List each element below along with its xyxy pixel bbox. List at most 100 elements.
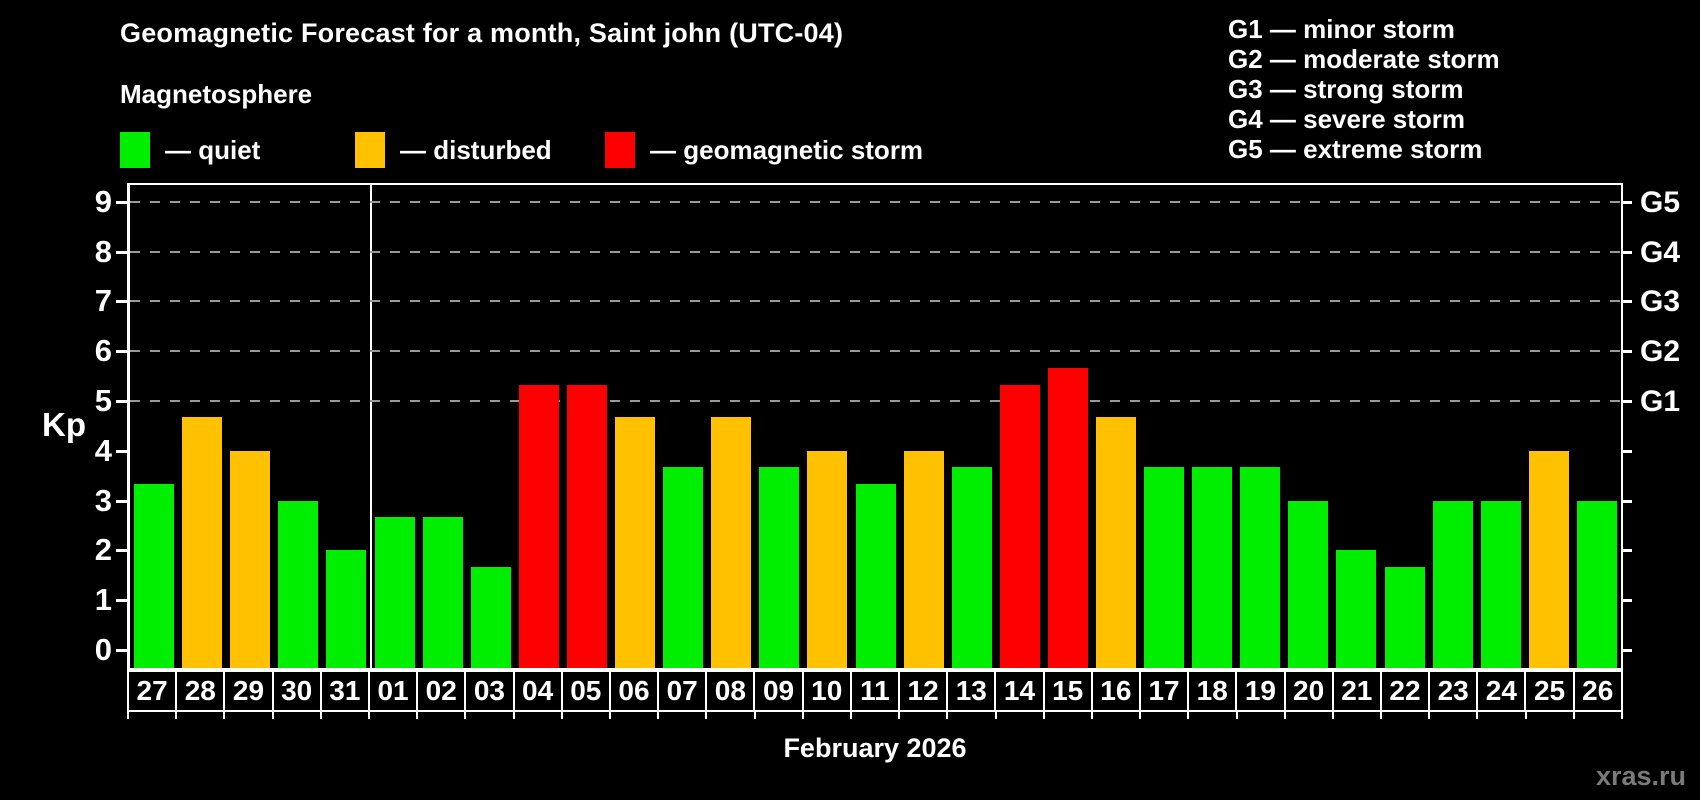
gridline-kp9 bbox=[130, 200, 1621, 203]
day-label: 31 bbox=[319, 670, 370, 712]
day-label: 16 bbox=[1090, 670, 1141, 712]
bar-day-06 bbox=[615, 417, 656, 668]
x-axis-tick bbox=[464, 711, 467, 719]
bar-day-17 bbox=[1144, 467, 1185, 668]
x-axis-tick bbox=[223, 711, 226, 719]
right-axis-tick bbox=[1621, 250, 1632, 254]
x-axis-tick bbox=[1380, 711, 1382, 719]
y-axis-tick-label: 5 bbox=[94, 383, 112, 418]
right-axis-tick bbox=[1621, 499, 1632, 503]
day-label: 29 bbox=[223, 670, 274, 712]
day-label: 28 bbox=[175, 670, 226, 712]
x-axis-tick bbox=[512, 711, 515, 719]
day-label: 12 bbox=[898, 670, 949, 712]
legend-label-storm: — geomagnetic storm bbox=[650, 134, 924, 165]
bar-day-03 bbox=[470, 566, 511, 668]
bar-day-05 bbox=[566, 384, 607, 668]
x-axis-tick bbox=[849, 711, 852, 719]
gridline-kp5 bbox=[130, 400, 1621, 402]
y-axis-tick bbox=[116, 400, 127, 403]
day-label: 01 bbox=[367, 670, 419, 712]
day-label: 26 bbox=[1572, 670, 1623, 712]
day-label: 22 bbox=[1379, 670, 1431, 712]
legend-item-disturbed: — disturbed bbox=[355, 130, 552, 170]
day-label: 23 bbox=[1428, 670, 1479, 712]
bar-day-10 bbox=[807, 450, 848, 668]
day-label: 14 bbox=[994, 670, 1045, 712]
x-axis-tick bbox=[1235, 711, 1238, 719]
day-label: 07 bbox=[657, 670, 708, 712]
bar-day-26 bbox=[1576, 500, 1617, 668]
x-axis-tick bbox=[1476, 711, 1479, 719]
x-axis-day-labels: 27 28 29 30 31 01 02 03 04 05 06 07 08 09 10 11 12 13 14 15… bbox=[127, 670, 1623, 712]
x-axis-tick bbox=[368, 711, 370, 719]
y-axis-tick-label: 4 bbox=[94, 432, 112, 468]
bar-day-14 bbox=[999, 384, 1040, 668]
day-label: 09 bbox=[753, 670, 804, 712]
bar-day-30 bbox=[278, 500, 319, 668]
y-axis-tick bbox=[116, 200, 127, 204]
plot-area bbox=[127, 183, 1623, 670]
x-axis-tick bbox=[1428, 711, 1431, 719]
watermark: xras.ru bbox=[1595, 761, 1686, 791]
bar-day-09 bbox=[759, 467, 800, 668]
gridline-kp6 bbox=[130, 350, 1621, 353]
y-axis-tick-label: 6 bbox=[94, 333, 112, 369]
gridline-kp8 bbox=[130, 250, 1621, 253]
bar-day-20 bbox=[1288, 500, 1329, 668]
x-axis-tick bbox=[946, 711, 949, 719]
y-axis-tick-label: 7 bbox=[94, 283, 112, 319]
right-axis-tick bbox=[1621, 549, 1632, 553]
right-axis-tick bbox=[1621, 649, 1632, 652]
bar-day-27 bbox=[134, 484, 175, 668]
x-axis-title: February 2026 bbox=[783, 733, 967, 763]
day-label: 06 bbox=[608, 670, 660, 712]
bar-day-04 bbox=[518, 384, 559, 668]
bar-day-24 bbox=[1480, 500, 1521, 668]
day-label: 20 bbox=[1283, 670, 1334, 712]
g-scale-label-g5: G5 bbox=[1640, 185, 1681, 219]
bar-day-18 bbox=[1192, 467, 1233, 668]
y-axis-tick bbox=[116, 250, 127, 254]
x-axis-tick bbox=[898, 711, 901, 719]
bar-day-02 bbox=[422, 517, 463, 668]
storm-scale-g2: G2 — moderate storm bbox=[1228, 44, 1500, 74]
day-label: 25 bbox=[1524, 670, 1575, 712]
legend-item-quiet: — quiet bbox=[120, 130, 260, 170]
storm-color-swatch bbox=[605, 132, 635, 168]
bar-day-15 bbox=[1047, 367, 1088, 668]
legend-label-disturbed: — disturbed bbox=[400, 134, 552, 165]
day-label: 24 bbox=[1476, 670, 1527, 712]
right-axis-tick bbox=[1621, 300, 1632, 304]
x-axis-tick bbox=[127, 711, 129, 719]
g-scale-label-g1: G1 bbox=[1640, 385, 1681, 418]
day-label: 11 bbox=[849, 670, 900, 712]
bar-day-23 bbox=[1432, 500, 1473, 668]
x-axis-tick bbox=[1524, 711, 1527, 719]
x-axis-tick bbox=[1621, 711, 1623, 719]
legend-item-storm: — geomagnetic storm bbox=[605, 130, 923, 170]
x-axis-tick bbox=[1572, 711, 1575, 719]
bar-day-29 bbox=[230, 450, 271, 668]
g-scale-label-g3: G3 bbox=[1640, 285, 1681, 319]
right-axis-tick bbox=[1621, 599, 1632, 603]
day-label: 05 bbox=[560, 670, 611, 712]
disturbed-color-swatch bbox=[355, 132, 385, 168]
y-axis-tick bbox=[116, 549, 127, 553]
y-axis-tick-label: 2 bbox=[94, 532, 112, 568]
x-axis-tick bbox=[705, 711, 708, 719]
storm-scale-legend: G1 — minor storm G2 — moderate storm G3 … bbox=[1228, 14, 1500, 164]
y-axis-tick-label: 9 bbox=[94, 183, 112, 219]
x-axis-tick bbox=[1139, 711, 1142, 719]
bar-day-08 bbox=[711, 417, 752, 668]
x-axis-tick bbox=[271, 711, 274, 719]
page-title: Geomagnetic Forecast for a month, Saint … bbox=[120, 18, 844, 48]
bar-day-25 bbox=[1528, 450, 1569, 668]
bar-day-07 bbox=[663, 467, 704, 668]
x-axis-tick bbox=[560, 711, 563, 719]
storm-scale-g4: G4 — severe storm bbox=[1228, 104, 1466, 134]
right-axis-tick bbox=[1621, 350, 1632, 354]
day-label: 15 bbox=[1042, 670, 1093, 712]
storm-scale-g1: G1 — minor storm bbox=[1228, 14, 1455, 44]
storm-scale-g3: G3 — strong storm bbox=[1228, 74, 1464, 104]
